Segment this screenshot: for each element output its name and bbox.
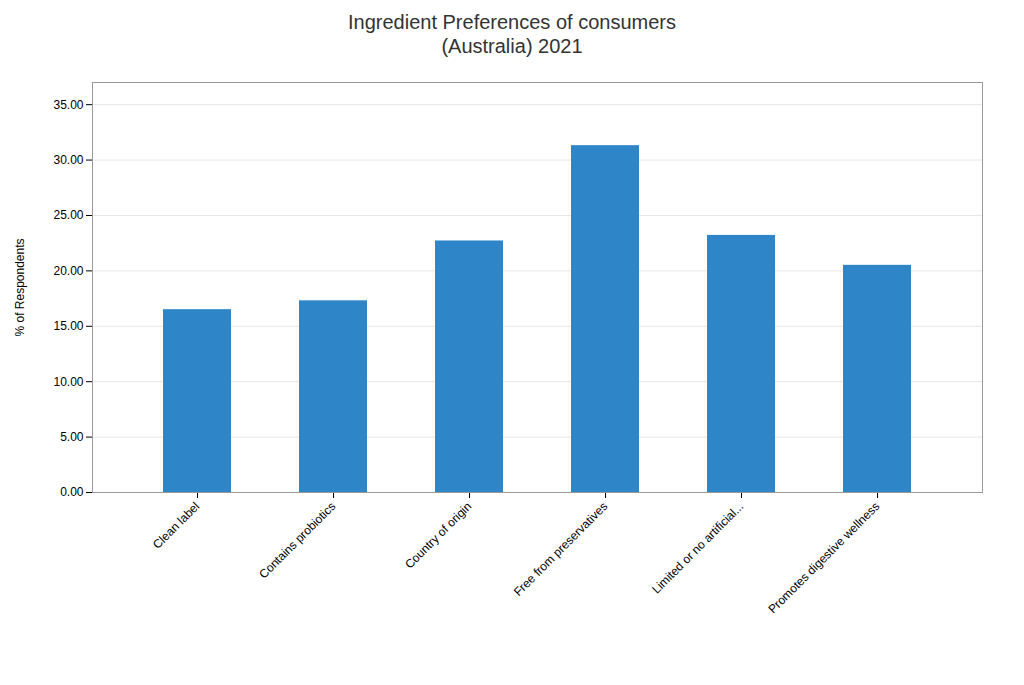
svg-text:Limited or no artificial...: Limited or no artificial...: [649, 499, 746, 596]
svg-text:Free from preservatives: Free from preservatives: [511, 499, 610, 598]
html-text:Ingredient Preferences of cons: Ingredient Preferences of consumers (Aus…: [348, 11, 676, 57]
svg-text:15.00: 15.00: [53, 319, 83, 333]
svg-text:Clean label: Clean label: [150, 499, 202, 551]
svg-text:30.00: 30.00: [53, 153, 83, 167]
svg-text:5.00: 5.00: [60, 430, 84, 444]
svg-text:0.00: 0.00: [60, 485, 84, 499]
svg-text:25.00: 25.00: [53, 208, 83, 222]
svg-text:% of Respondents: % of Respondents: [13, 238, 27, 336]
svg-text:Promotes digestive wellness: Promotes digestive wellness: [765, 499, 882, 616]
svg-text:Country of origin: Country of origin: [402, 499, 474, 571]
svg-text:35.00: 35.00: [53, 98, 83, 112]
svg-text:10.00: 10.00: [53, 375, 83, 389]
svg-text:20.00: 20.00: [53, 264, 83, 278]
svg-text:Contains probiotics: Contains probiotics: [256, 499, 338, 581]
